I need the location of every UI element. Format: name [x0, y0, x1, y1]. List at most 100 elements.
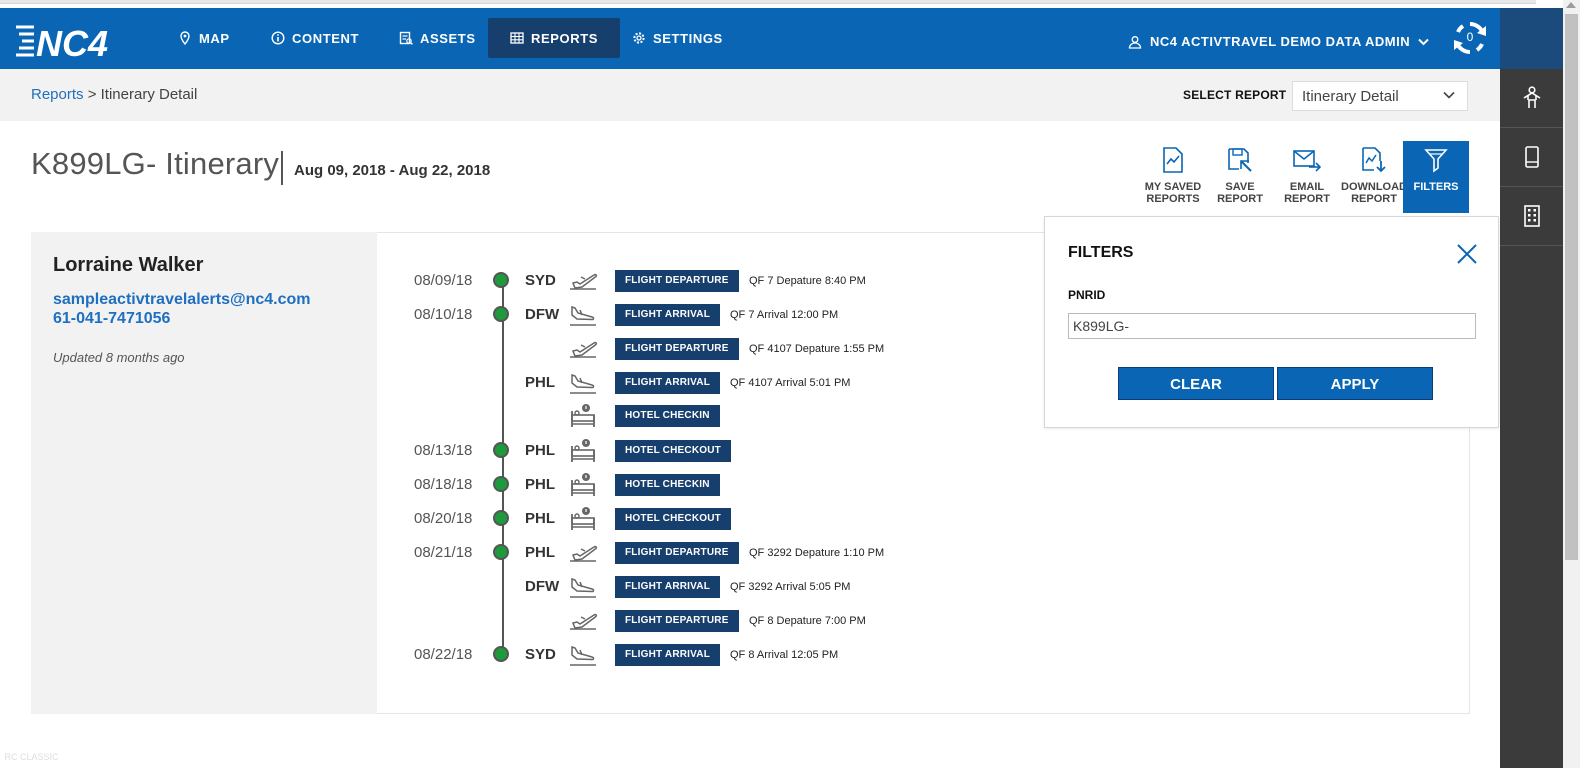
saved-reports-icon — [1163, 147, 1183, 173]
email-report-line2: REPORT — [1284, 193, 1330, 205]
phone-icon — [1524, 146, 1539, 168]
event-badge: HOTEL CHECKOUT — [615, 508, 731, 530]
breadcrumb-reports-link[interactable]: Reports — [31, 86, 84, 103]
save-report-line1: SAVE — [1225, 181, 1255, 193]
select-report-dropdown[interactable]: Itinerary Detail — [1292, 81, 1468, 111]
filter-icon — [1424, 149, 1448, 173]
timeline-dot — [493, 306, 509, 322]
my-saved-reports-line1: MY SAVED — [1144, 181, 1202, 193]
event-detail: QF 8 Arrival 12:05 PM — [730, 649, 839, 661]
top-navigation-bar: NC4 MAP CONTENT ASSETS REPORTS SETTINGS — [0, 8, 1500, 69]
close-icon[interactable] — [1456, 243, 1478, 265]
nav-settings[interactable]: SETTINGS — [632, 18, 723, 58]
breadcrumb: Reports > Itinerary Detail — [31, 86, 197, 103]
breadcrumb-current: Itinerary Detail — [100, 86, 198, 103]
traveler-name: Lorraine Walker — [53, 254, 204, 276]
itinerary-date: 08/22/18 — [414, 646, 473, 663]
timeline-dot — [493, 544, 509, 560]
flight-arrival-icon — [570, 373, 596, 394]
rail-building-button[interactable] — [1500, 187, 1563, 246]
event-badge: FLIGHT DEPARTURE — [615, 338, 739, 360]
airport-code: SYD — [525, 646, 556, 663]
filters-button-label: FILTERS — [1413, 181, 1459, 193]
itinerary-date: 08/13/18 — [414, 442, 473, 459]
event-badge: FLIGHT DEPARTURE — [615, 542, 739, 564]
nav-content[interactable]: CONTENT — [271, 18, 359, 58]
breadcrumb-bar — [0, 69, 1500, 121]
itinerary-date: 08/20/18 — [414, 510, 473, 527]
info-icon — [271, 31, 285, 45]
nav-content-label: CONTENT — [292, 30, 360, 46]
nav-settings-label: SETTINGS — [653, 30, 723, 46]
flight-arrival-icon — [570, 577, 596, 598]
event-badge: FLIGHT ARRIVAL — [615, 576, 721, 598]
itinerary-row: DFW FLIGHT ARRIVAL QF 3292 Arrival 5:05 PM — [0, 576, 1000, 600]
chevron-down-icon — [1443, 91, 1455, 99]
sync-count: 0 — [1466, 30, 1474, 44]
event-badge: FLIGHT ARRIVAL — [615, 304, 721, 326]
traveler-email-link[interactable]: sampleactivtravelalerts@nc4.com — [53, 291, 311, 308]
title-divider — [281, 151, 283, 185]
nav-assets[interactable]: ASSETS — [399, 18, 476, 58]
event-detail: QF 8 Depature 7:00 PM — [749, 615, 866, 627]
download-report-line2: REPORT — [1351, 193, 1397, 205]
itinerary-date: 08/09/18 — [414, 272, 473, 289]
rail-person-button[interactable] — [1500, 69, 1563, 128]
timeline-dot — [493, 510, 509, 526]
save-report-line2: REPORT — [1217, 193, 1263, 205]
itinerary-row: FLIGHT DEPARTURE QF 8 Depature 7:00 PM — [0, 610, 1000, 634]
airport-code: PHL — [525, 476, 555, 493]
breadcrumb-separator: > — [87, 86, 97, 103]
date-range: Aug 09, 2018 - Aug 22, 2018 — [294, 162, 491, 179]
rc-classic-link[interactable]: RC CLASSIC — [4, 752, 59, 762]
airport-code: PHL — [525, 442, 555, 459]
airport-code: PHL — [525, 510, 555, 527]
itinerary-row: 08/21/18 PHL FLIGHT DEPARTURE QF 3292 Depat… — [0, 542, 1000, 566]
traveler-phone-link[interactable]: 61-041-7471056 — [53, 310, 171, 327]
hotel-icon — [571, 507, 595, 530]
itinerary-row: 08/13/18 PHL HOTEL CHECKOUT — [0, 439, 1000, 464]
save-report-button[interactable]: SAVE REPORT — [1207, 141, 1273, 213]
download-report-button[interactable]: DOWNLOAD REPORT — [1341, 141, 1407, 213]
itinerary-date: 08/21/18 — [414, 544, 473, 561]
email-report-line1: EMAIL — [1289, 181, 1325, 193]
user-name: NC4 ACTIVTRAVEL DEMO DATA ADMIN — [1150, 34, 1411, 49]
flight-departure-icon — [570, 341, 598, 358]
filters-button[interactable]: FILTERS — [1403, 141, 1469, 213]
user-icon — [1128, 35, 1142, 49]
clear-button[interactable]: CLEAR — [1118, 367, 1274, 400]
rail-mobile-button[interactable] — [1500, 128, 1563, 187]
nc4-logo[interactable]: NC4 — [16, 19, 108, 61]
nav-assets-label: ASSETS — [420, 30, 476, 46]
nav-reports[interactable]: REPORTS — [488, 18, 621, 58]
scroll-up-arrow-icon[interactable] — [1566, 2, 1576, 8]
user-menu[interactable]: NC4 ACTIVTRAVEL DEMO DATA ADMIN — [1128, 34, 1429, 49]
save-report-icon — [1228, 148, 1252, 172]
flight-departure-icon — [570, 545, 598, 562]
top-bar-corner — [1500, 8, 1563, 69]
my-saved-reports-line2: REPORTS — [1146, 193, 1200, 205]
my-saved-reports-button[interactable]: MY SAVED REPORTS — [1140, 141, 1206, 213]
itinerary-row: HOTEL CHECKIN — [0, 404, 1000, 429]
pnrid-input[interactable] — [1068, 313, 1476, 339]
grid-icon — [510, 32, 524, 44]
timeline-dot — [493, 442, 509, 458]
nav-map[interactable]: MAP — [178, 18, 230, 58]
flight-departure-icon — [570, 613, 598, 630]
traveler-updated-text: Updated 8 months ago — [53, 350, 185, 365]
select-report-label: SELECT REPORT — [1183, 88, 1287, 102]
hotel-icon — [571, 473, 595, 496]
event-badge: FLIGHT ARRIVAL — [615, 372, 721, 394]
map-pin-icon — [180, 31, 190, 45]
email-report-button[interactable]: EMAIL REPORT — [1274, 141, 1340, 213]
scrollbar-thumb[interactable] — [1565, 14, 1578, 560]
event-detail: QF 3292 Depature 1:10 PM — [749, 547, 885, 559]
page-title: K899LG- Itinerary — [31, 146, 280, 181]
event-detail: QF 7 Arrival 12:00 PM — [730, 309, 839, 321]
hotel-icon — [571, 439, 595, 462]
event-detail: QF 7 Depature 8:40 PM — [749, 275, 866, 287]
sync-icon[interactable] — [1452, 20, 1488, 56]
apply-button[interactable]: APPLY — [1277, 367, 1433, 400]
right-side-rail — [1500, 69, 1563, 768]
itinerary-date: 08/10/18 — [414, 306, 473, 323]
